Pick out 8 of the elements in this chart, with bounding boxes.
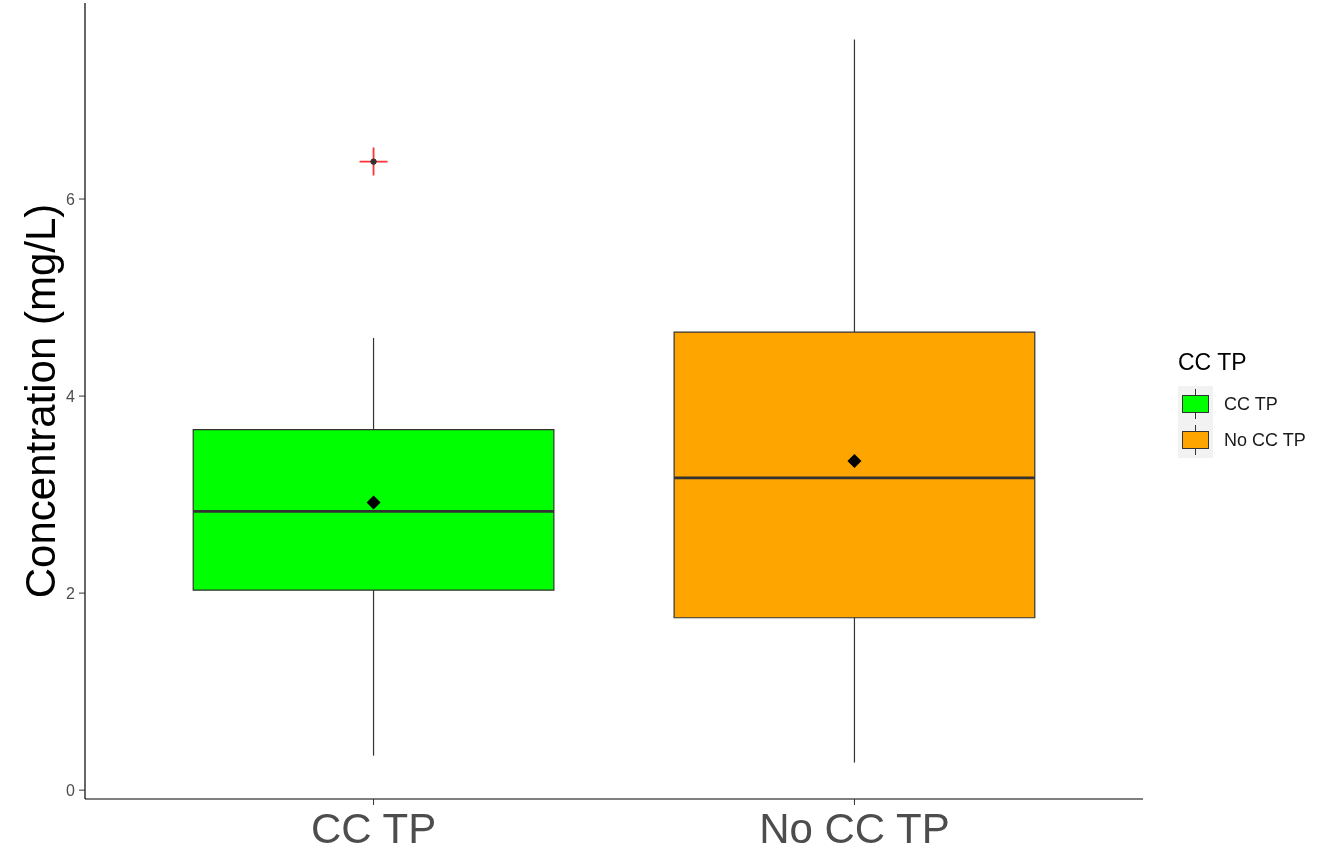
legend-label: No CC TP (1224, 429, 1306, 450)
y-tick-label: 6 (66, 190, 76, 208)
y-tick-label: 2 (66, 584, 76, 602)
y-axis-title: Concentration (mg/L) (16, 203, 64, 599)
legend-label: CC TP (1224, 393, 1278, 414)
legend-title: CC TP (1178, 349, 1247, 375)
y-tick-label: 4 (66, 387, 76, 405)
y-tick-label: 0 (66, 781, 76, 799)
